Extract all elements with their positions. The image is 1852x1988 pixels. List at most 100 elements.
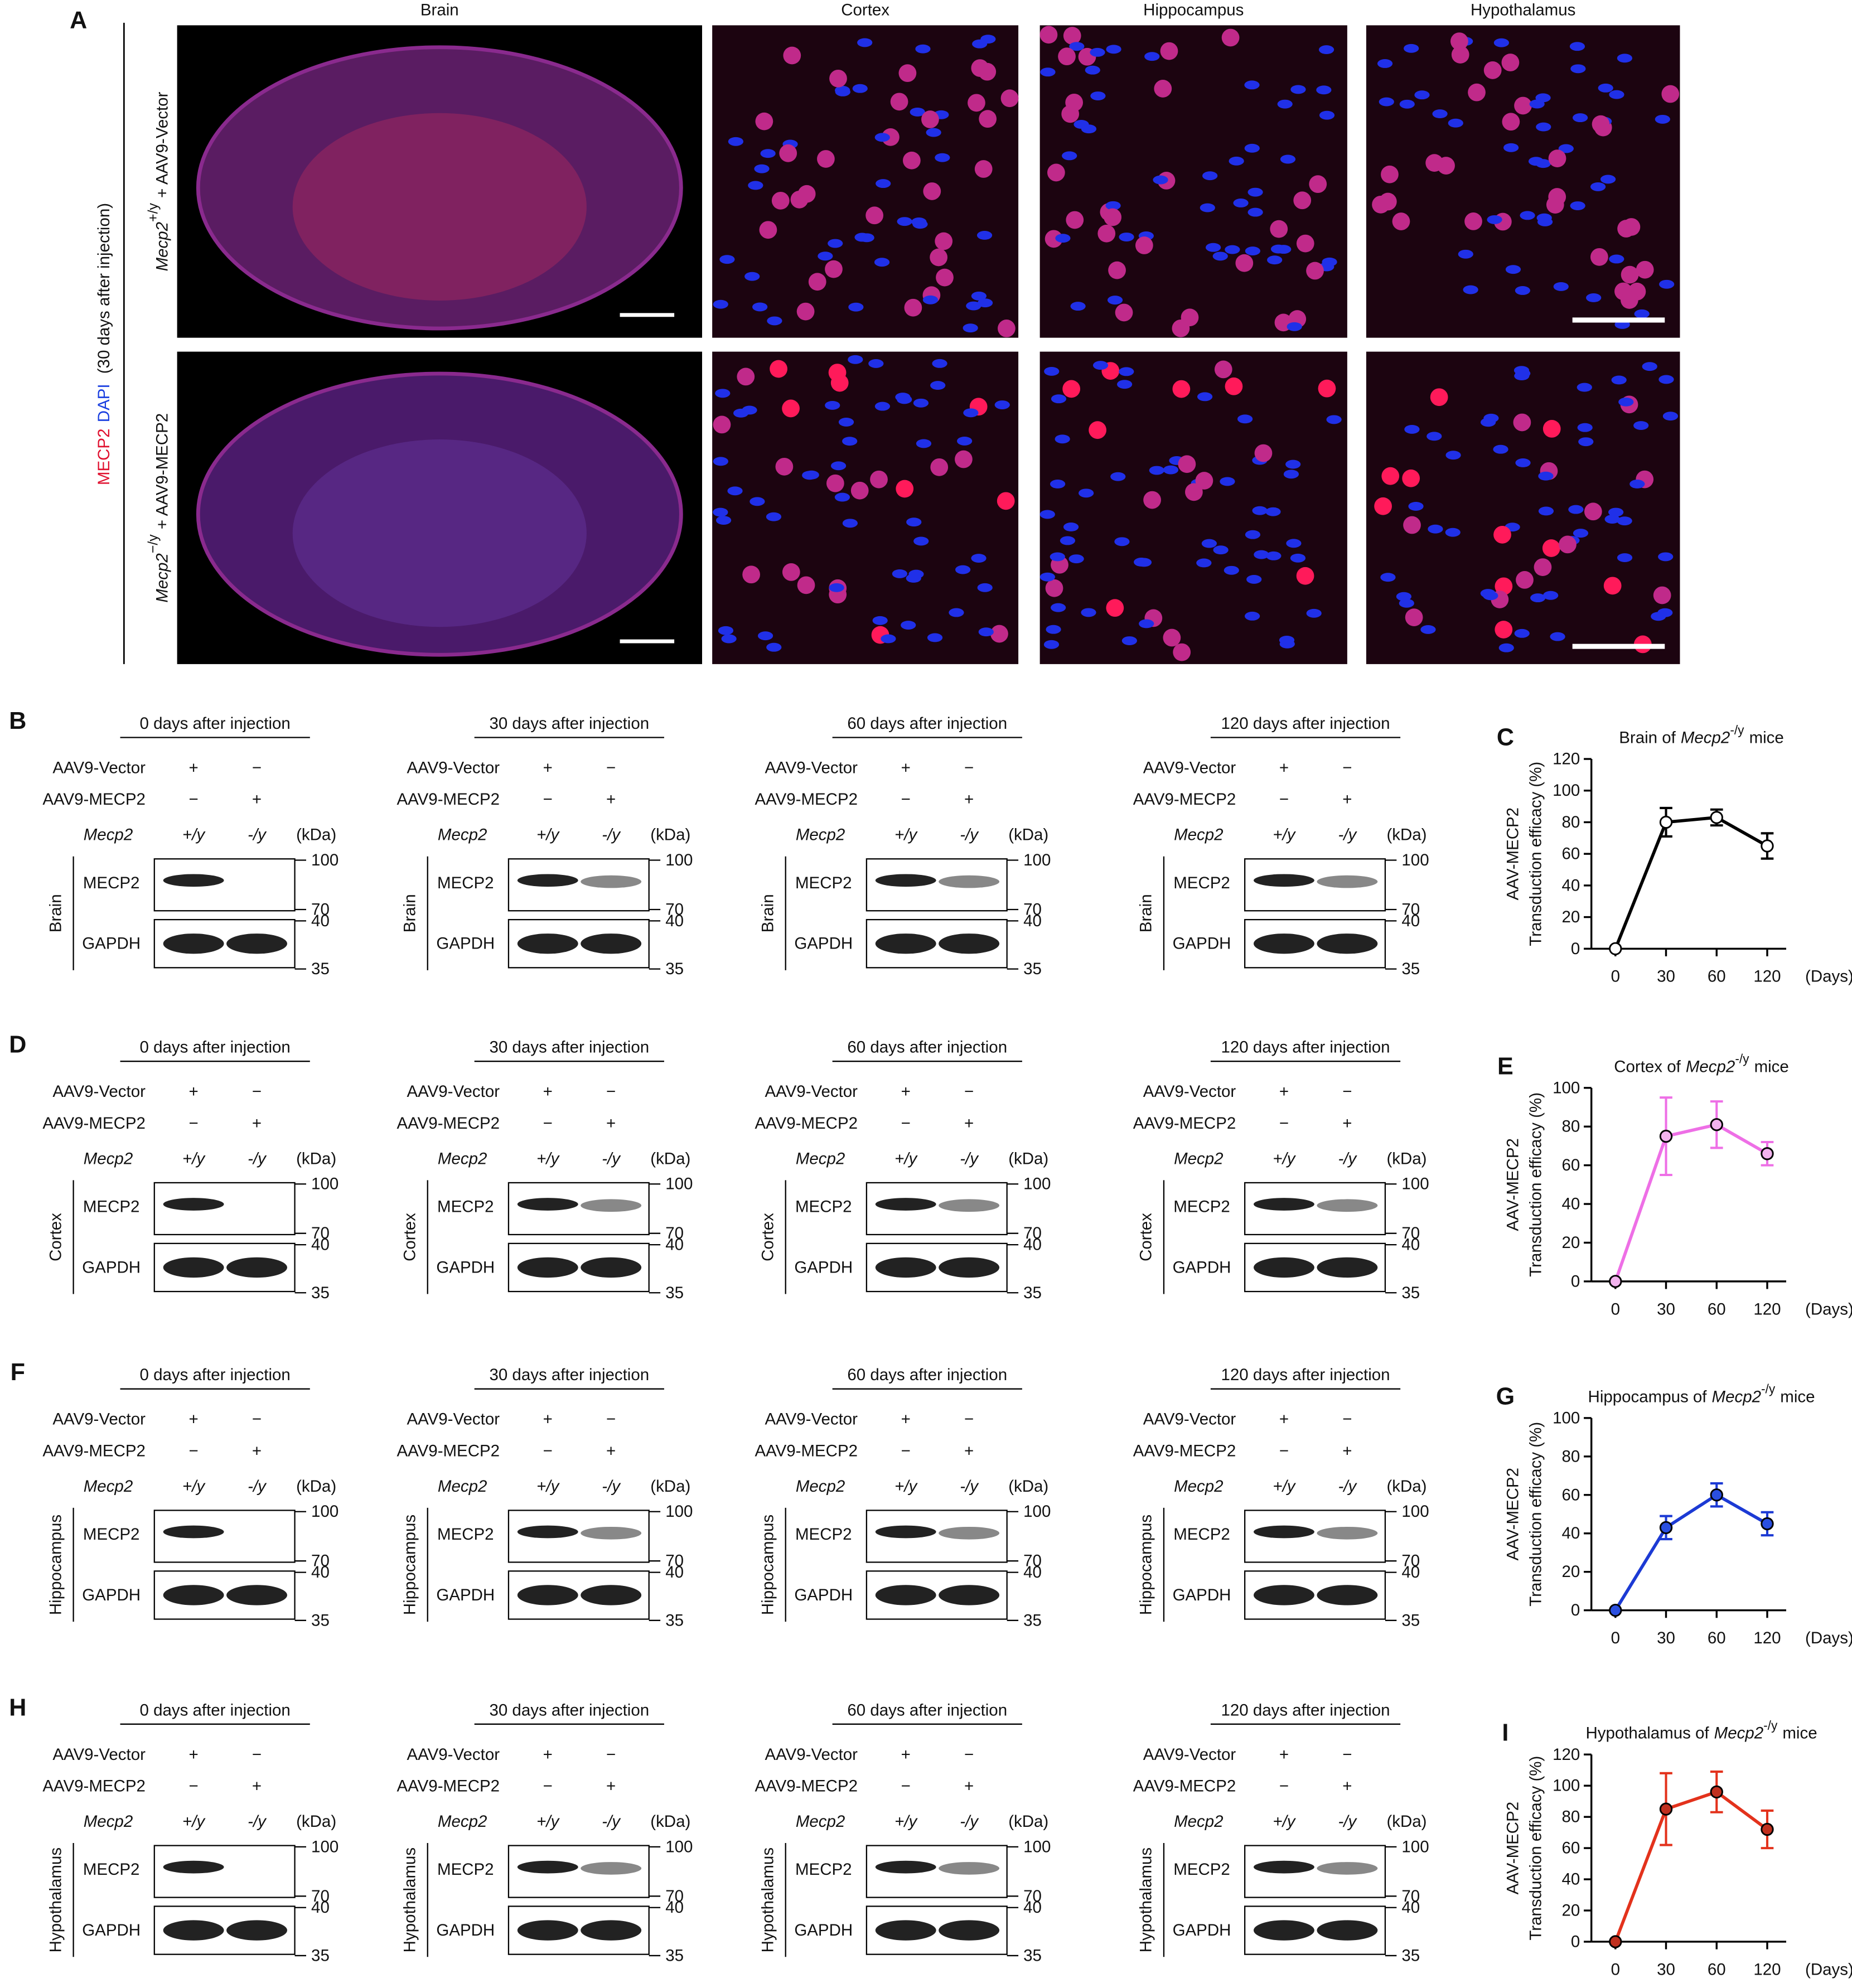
nucleus [1134, 558, 1149, 567]
band [939, 1526, 1000, 1540]
panel-label: I [1502, 1720, 1508, 1747]
unit: (kDa) [650, 826, 690, 844]
nucleus [1483, 61, 1502, 79]
y-tick-label: 20 [1561, 1563, 1580, 1581]
nucleus [1520, 211, 1535, 220]
nucleus [1319, 110, 1335, 120]
stain-1: MECP2 [95, 429, 113, 486]
nucleus [1620, 291, 1638, 309]
band [939, 1862, 1000, 1875]
nucleus [1065, 93, 1084, 112]
nucleus [1205, 243, 1221, 252]
nucleus [1568, 505, 1584, 514]
blot-title: 120 days after injection [1221, 1366, 1390, 1384]
x-tick-label: 0 [1611, 968, 1620, 986]
nucleus [1153, 175, 1168, 185]
nucleus [1178, 455, 1196, 473]
nucleus [1047, 163, 1065, 182]
sign: + [901, 758, 911, 777]
genotype: -/y [960, 1149, 979, 1168]
x-tick-label: 60 [1708, 1629, 1726, 1647]
column-title: Brain [420, 1, 459, 20]
sign: + [901, 1410, 911, 1429]
title-gene: Mecp2 [1712, 1387, 1761, 1406]
marker-label: 40 [1023, 1236, 1042, 1254]
treatment-label: AAV9-Vector [407, 1745, 500, 1764]
sign: − [543, 1442, 553, 1460]
stain-2: DAPI [95, 384, 113, 422]
nucleus [927, 633, 943, 642]
nucleus [1229, 156, 1244, 166]
protein-label: GAPDH [436, 1921, 495, 1939]
marker [1761, 839, 1774, 853]
marker-label: 70 [311, 1887, 330, 1905]
protein-label: MECP2 [795, 874, 852, 892]
nucleus [1252, 506, 1268, 515]
nucleus [1135, 236, 1153, 254]
nucleus [1173, 643, 1191, 661]
nucleus [872, 616, 888, 625]
micrograph [712, 25, 1019, 338]
gene-label: Mecp2 [1174, 826, 1223, 844]
nucleus [1197, 392, 1213, 402]
nucleus [1279, 639, 1295, 649]
marker-label: 40 [1401, 1236, 1420, 1254]
nucleus [971, 291, 987, 301]
nucleus [923, 182, 941, 200]
sign: − [252, 1082, 262, 1101]
blot-title: 120 days after injection [1221, 1701, 1390, 1719]
nucleus [830, 461, 847, 471]
title-gene: Mecp2 [1681, 728, 1730, 747]
x-tick-label: 120 [1753, 1300, 1781, 1318]
treatment-label: AAV9-MECP2 [1133, 1777, 1236, 1795]
nucleus [1309, 175, 1327, 194]
treatment-label: AAV9-MECP2 [1133, 1114, 1236, 1133]
nucleus [1611, 375, 1627, 385]
band [517, 1860, 578, 1874]
nucleus [1106, 599, 1124, 617]
region-label: Cortex [46, 1213, 65, 1261]
band [1317, 1585, 1378, 1605]
nucleus [1578, 437, 1594, 447]
sign: + [1279, 1082, 1289, 1101]
sign: + [543, 1410, 553, 1429]
band [1317, 1257, 1378, 1278]
sign: + [1279, 1745, 1289, 1764]
nucleus [1270, 220, 1288, 238]
y-axis-label: Transduction efficacy (%) [1526, 1092, 1545, 1277]
region-label: Hypothalamus [758, 1847, 777, 1952]
title-suffix: mice [1780, 1387, 1815, 1406]
nucleus [742, 405, 757, 415]
genotype: -/y [1338, 1149, 1357, 1168]
nucleus [1051, 394, 1067, 404]
region-label: Hypothalamus [1137, 1847, 1155, 1952]
unit: (kDa) [296, 1149, 336, 1168]
nucleus [1399, 598, 1414, 608]
nucleus [876, 179, 891, 188]
band [581, 933, 642, 954]
protein-label: GAPDH [794, 935, 853, 953]
blot-title: 30 days after injection [489, 714, 649, 733]
nucleus [955, 565, 971, 574]
marker-label: 35 [311, 960, 330, 978]
nucleus [852, 84, 868, 93]
band [163, 1198, 224, 1211]
sign: + [964, 790, 974, 809]
marker-label: 35 [665, 1284, 684, 1302]
treatment-label: AAV9-Vector [407, 758, 500, 777]
nucleus [1245, 530, 1261, 539]
treatment-label: AAV9-MECP2 [42, 1442, 146, 1460]
region-label: Hypothalamus [46, 1847, 65, 1952]
region-label: Hippocampus [46, 1515, 65, 1615]
protein-label: MECP2 [1173, 874, 1230, 892]
nucleus [1538, 506, 1554, 516]
marker [1710, 811, 1723, 824]
nucleus [1487, 215, 1502, 224]
nucleus [955, 450, 973, 468]
marker-label: 40 [1401, 1563, 1420, 1581]
nucleus [1244, 143, 1260, 153]
nucleus [898, 64, 917, 83]
nucleus [1221, 28, 1240, 47]
sign: + [606, 1442, 616, 1460]
marker-label: 40 [665, 1898, 684, 1917]
